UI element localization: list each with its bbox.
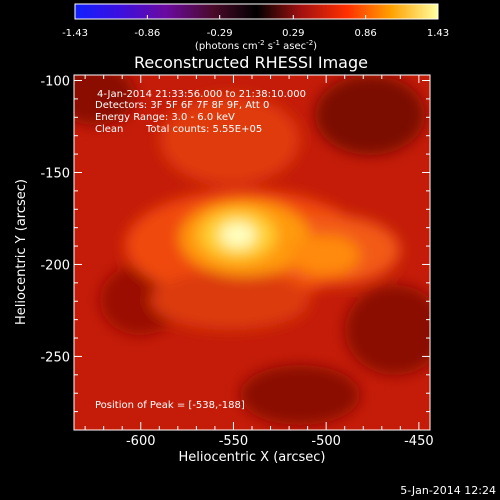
heatmap-dark-region — [240, 365, 360, 425]
annotation-time: 4-Jan-2014 21:33:56.000 to 21:38:10.000 — [97, 89, 306, 100]
y-tick-label: -100 — [40, 75, 70, 90]
colorbar-tick-label: 1.43 — [427, 28, 449, 39]
colorbar-gradient — [74, 3, 439, 20]
colorbar-units: (photons cm-2 s-1 asec-2) — [195, 39, 317, 52]
colorbar: -1.43 -0.86 -0.29 0.29 0.86 1.43 (photons cm-… — [62, 3, 449, 52]
y-axis: -100 -150 -200 -250 — [40, 75, 430, 431]
heatmap-dark-region — [74, 75, 135, 125]
x-tick-label: -600 — [126, 434, 156, 449]
annotation-method: Clean — [95, 124, 123, 135]
colorbar-tick-label: -0.86 — [134, 28, 160, 39]
annotation-energy: Energy Range: 3.0 - 6.0 keV — [95, 112, 235, 123]
annotation-counts: Total counts: 5.55E+05 — [145, 124, 262, 135]
heatmap-warm-region — [160, 95, 300, 185]
annotation-block: 4-Jan-2014 21:33:56.000 to 21:38:10.000 … — [95, 89, 306, 411]
heatmap-peak-region — [220, 222, 256, 248]
heatmap-image — [74, 75, 430, 430]
x-axis: -600 -550 -500 -450 — [84, 75, 434, 449]
annotation-detectors: Detectors: 3F 5F 6F 7F 8F 9F, Att 0 — [95, 100, 269, 111]
colorbar-tick-label: -1.43 — [62, 28, 88, 39]
colorbar-tick-label: 0.86 — [355, 28, 377, 39]
x-axis-label: Heliocentric X (arcsec) — [179, 450, 326, 465]
heatmap-bright-region — [290, 235, 360, 275]
footer-date: 5-Jan-2014 12:24 — [400, 484, 496, 497]
heatmap-warm-region — [150, 270, 310, 330]
colorbar-ticks: -1.43 -0.86 -0.29 0.29 0.86 1.43 — [62, 15, 449, 39]
heatmap-dark-region — [345, 285, 430, 375]
y-axis-label: Heliocentric Y (arcsec) — [14, 179, 29, 325]
x-tick-label: -550 — [219, 434, 249, 449]
y-tick-label: -150 — [40, 166, 70, 181]
y-tick-label: -250 — [40, 350, 70, 365]
colorbar-tick-label: -0.29 — [207, 28, 233, 39]
x-tick-label: -500 — [311, 434, 341, 449]
annotation-peak: Position of Peak = [-538,-188] — [95, 400, 245, 411]
chart-title: Reconstructed RHESSI Image — [134, 53, 368, 72]
colorbar-tick-label: 0.29 — [282, 28, 304, 39]
heatmap-dark-region — [315, 75, 425, 155]
y-tick-label: -200 — [40, 258, 70, 273]
x-tick-label: -450 — [404, 434, 434, 449]
